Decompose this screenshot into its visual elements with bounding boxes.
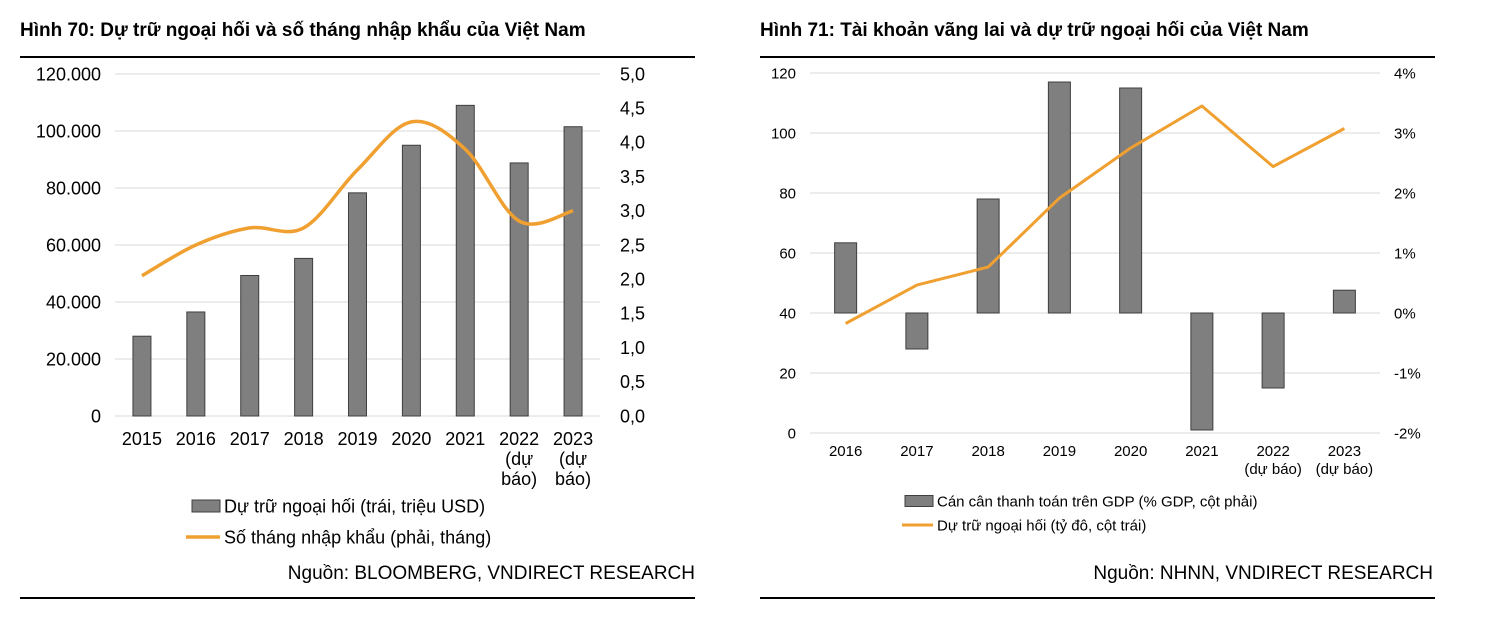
chart-2-y2-tick-label: -2% [1394, 425, 1421, 442]
chart-2-y2-tick-label: 1% [1394, 245, 1416, 262]
chart-1-legend-bar-swatch [191, 499, 221, 513]
chart-1-bar [186, 311, 206, 417]
chart-1-x-tick-label: (dự [505, 449, 533, 469]
chart-1-y-tick-label: 120.000 [36, 64, 101, 84]
chart-2-x-tick-label: 2022 [1256, 443, 1289, 460]
chart-1-bottom-rule [20, 597, 695, 599]
chart-2-x-tick-label: (dự báo) [1244, 461, 1302, 478]
chart-1-source: Nguồn: BLOOMBERG, VNDIRECT RESEARCH [287, 563, 695, 584]
chart-2-bar [976, 198, 1000, 314]
chart-1-y2-tick-label: 3,0 [620, 201, 645, 221]
chart-1-line-series [141, 119, 574, 278]
chart-2-y-tick-label: 80 [779, 185, 796, 202]
chart-1-title: Hình 70: Dự trữ ngoại hối và số tháng nh… [20, 20, 586, 41]
chart-2-title: Hình 71: Tài khoản vãng lai và dự trữ ng… [760, 20, 1309, 41]
chart-2-legend-label: Dự trữ ngoại hối (tỷ đô, cột trái) [937, 517, 1146, 534]
chart-2-bar [1190, 312, 1214, 431]
chart-1-y-tick-label: 80.000 [46, 178, 101, 198]
chart-2-legend-bar-swatch [904, 495, 934, 507]
chart-2-y-tick-label: 60 [779, 245, 796, 262]
chart-2-y-tick-label: 0 [788, 425, 796, 442]
chart-1-bar [401, 144, 421, 417]
chart-1-x-tick-label: báo) [501, 469, 537, 489]
chart-1-bar [240, 274, 260, 417]
chart-1-y-tick-label: 100.000 [36, 121, 101, 141]
chart-1-x-tick-label: 2023 [553, 429, 593, 449]
chart-1-x-tick-label: 2015 [122, 429, 162, 449]
chart-1-x-tick-label: 2018 [284, 429, 324, 449]
chart-1-bar [563, 126, 583, 417]
chart-1-bar [294, 257, 314, 417]
chart-2-line-series [844, 104, 1346, 325]
chart-2-bar [1119, 87, 1143, 314]
chart-1-y2-tick-label: 2,0 [620, 270, 645, 290]
chart-1-svg: 0 20.000 40.000 60.000 80.000 100.000 120.000 0… [36, 64, 645, 547]
chart-1-y2-tick-label: 4,5 [620, 99, 645, 119]
chart-1-x-tick-label: 2017 [230, 429, 270, 449]
chart-1-x-tick-label: báo) [555, 469, 591, 489]
chart-2-y2-tick-label: 3% [1394, 125, 1416, 142]
chart-1-x-tick-label: 2022 [499, 429, 539, 449]
chart-1-top-rule [20, 56, 695, 58]
chart-1-y2-tick-label: 0,5 [620, 372, 645, 392]
chart-2-y-tick-label: 20 [779, 365, 796, 382]
chart-2-bar [834, 242, 858, 314]
chart-2-x-tick-label: 2017 [900, 443, 933, 460]
chart-1-y2-tick-label: 2,5 [620, 235, 645, 255]
chart-2-x-tick-label: 2019 [1043, 443, 1076, 460]
chart-1-x-tick-label: 2016 [176, 429, 216, 449]
chart-2-x-tick-label: (dự báo) [1316, 461, 1374, 478]
chart-2-y-tick-label: 40 [779, 305, 796, 322]
chart-1-bar [348, 192, 367, 417]
chart-1-y2-tick-label: 1,5 [620, 304, 645, 324]
chart-1-legend-label: Số tháng nhập khẩu (phải, tháng) [224, 527, 491, 547]
chart-1-y-tick-label: 40.000 [46, 292, 101, 312]
chart-2-bar [1332, 289, 1356, 314]
chart-1-y-tick-label: 0 [91, 406, 101, 426]
chart-1-y2-tick-label: 1,0 [620, 338, 645, 358]
chart-1-y2-tick-label: 4,0 [620, 133, 645, 153]
chart-2-x-tick-label: 2020 [1114, 443, 1147, 460]
chart-1-y2-tick-label: 0,0 [620, 406, 645, 426]
chart-2-bar [1261, 312, 1285, 389]
chart-1-x-tick-label: 2019 [337, 429, 377, 449]
chart-2-x-tick-label: 2018 [971, 443, 1004, 460]
chart-2-bar [905, 312, 929, 350]
chart-1-bar [455, 104, 475, 417]
chart-1-legend-label: Dự trữ ngoại hối (trái, triệu USD) [224, 496, 485, 516]
chart-2-y2-tick-label: -1% [1394, 365, 1421, 382]
chart-1-y2-tick-label: 3,5 [620, 167, 645, 187]
chart-1-x-tick-label: (dự [559, 449, 587, 469]
chart-1-y-tick-label: 20.000 [46, 349, 101, 369]
chart-2-y2-tick-label: 0% [1394, 305, 1416, 322]
chart-2-top-rule [760, 56, 1435, 58]
chart-2-y-tick-label: 100 [771, 125, 796, 142]
chart-2-y2-tick-label: 4% [1394, 65, 1416, 82]
chart-2-legend-label: Cán cân thanh toán trên GDP (% GDP, cột … [937, 493, 1257, 510]
chart-1-y-tick-label: 60.000 [46, 235, 101, 255]
chart-2-bottom-rule [760, 597, 1435, 599]
chart-2-y2-tick-label: 2% [1394, 185, 1416, 202]
chart-2-source: Nguồn: NHNN, VNDIRECT RESEARCH [1093, 563, 1433, 584]
chart-2-x-tick-label: 2023 [1328, 443, 1361, 460]
chart-1-y2-tick-label: 5,0 [620, 64, 645, 84]
chart-2-x-tick-label: 2016 [829, 443, 862, 460]
chart-1-x-tick-label: 2020 [391, 429, 431, 449]
chart-1-bar [509, 162, 529, 417]
chart-2-y-tick-label: 120 [771, 65, 796, 82]
chart-1-x-tick-label: 2021 [445, 429, 485, 449]
chart-2-x-tick-label: 2021 [1185, 443, 1218, 460]
chart-1-bar [132, 335, 152, 417]
